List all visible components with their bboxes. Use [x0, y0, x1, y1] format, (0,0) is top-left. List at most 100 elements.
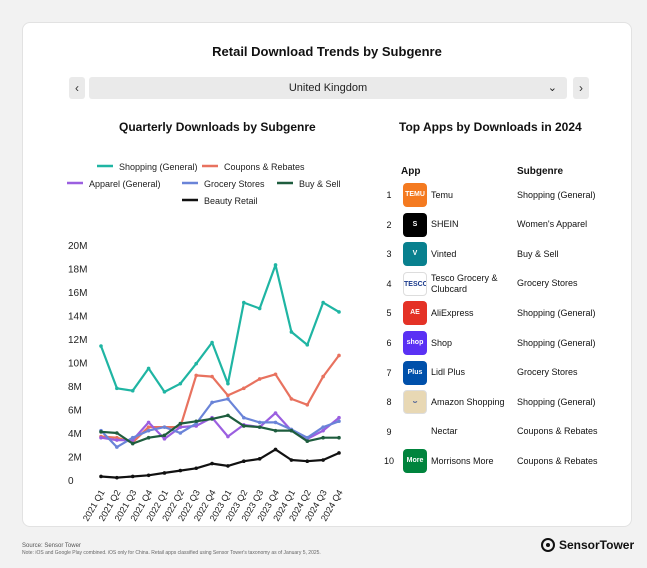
- rank-number: 6: [386, 338, 392, 348]
- data-point: [305, 403, 310, 407]
- app-name: SHEIN: [431, 219, 459, 230]
- legend-label: Coupons & Rebates: [224, 162, 305, 172]
- previous-country-button[interactable]: ‹: [69, 77, 85, 99]
- data-point: [194, 419, 198, 424]
- y-tick-label: 10M: [68, 359, 87, 370]
- data-point: [226, 381, 230, 386]
- report-card: Retail Download Trends by Subgenre ‹ Uni…: [22, 22, 632, 527]
- data-point: [337, 310, 341, 314]
- source-text: Source: Sensor Tower: [22, 543, 81, 549]
- legend-label: Grocery Stores: [204, 179, 265, 189]
- data-point: [242, 386, 246, 391]
- app-subgenre: Coupons & Rebates: [517, 426, 598, 437]
- data-point: [178, 425, 183, 429]
- temu-icon: TEMU: [403, 183, 427, 207]
- app-subgenre: Shopping (General): [517, 307, 596, 318]
- country-select[interactable]: United Kingdom ⌄: [89, 77, 567, 99]
- series-line: [100, 414, 339, 445]
- data-point: [130, 388, 135, 393]
- app-name: Tesco Grocery & Clubcard: [431, 273, 498, 294]
- amazon-icon: ⌣: [403, 390, 427, 415]
- data-point: [321, 374, 325, 379]
- series-line: [100, 354, 340, 444]
- data-point: [257, 377, 262, 381]
- table-row: 10 More Card Morrisons More Coupons & Rebat…: [383, 447, 603, 475]
- app-subgenre: Buy & Sell: [517, 248, 559, 259]
- data-point: [242, 424, 246, 428]
- data-point: [146, 473, 151, 478]
- series-line: [99, 263, 340, 393]
- data-point: [130, 435, 135, 440]
- data-point: [257, 425, 262, 429]
- y-tick-label: 18M: [68, 265, 87, 276]
- chart-title: Quarterly Downloads by Subgenre: [119, 120, 316, 134]
- y-tick-label: 14M: [68, 312, 87, 323]
- app-subgenre: Grocery Stores: [517, 278, 578, 289]
- country-select-value: United Kingdom: [288, 82, 368, 94]
- lidl-icon: Plus: [403, 360, 427, 385]
- data-point: [337, 435, 341, 440]
- data-point: [321, 428, 325, 433]
- rank-number: 7: [386, 367, 392, 378]
- rank-number: 4: [386, 278, 392, 289]
- data-point: [146, 366, 151, 371]
- tesco-icon: TESCO: [403, 271, 427, 296]
- data-point: [178, 431, 183, 435]
- data-point: [273, 263, 278, 267]
- y-tick-label: 0: [68, 476, 74, 487]
- legend-label: Shopping (General): [119, 162, 198, 172]
- app-name: Nectar: [431, 426, 458, 437]
- data-point: [226, 397, 230, 401]
- data-point: [115, 431, 119, 435]
- data-point: [178, 381, 183, 386]
- app-name: AliExpress: [431, 307, 474, 318]
- note-text: Note: iOS and Google Play combined. iOS …: [22, 550, 321, 556]
- data-point: [321, 458, 325, 462]
- data-point: [289, 428, 294, 433]
- data-point: [226, 413, 230, 418]
- y-tick-label: 12M: [68, 335, 87, 346]
- data-point: [337, 415, 341, 420]
- data-point: [178, 421, 183, 426]
- y-tick-label: 4M: [68, 429, 82, 440]
- app-subgenre: Shopping (General): [517, 337, 596, 348]
- vinted-icon: V: [403, 242, 427, 267]
- data-point: [162, 390, 167, 394]
- data-point: [305, 343, 310, 347]
- data-point: [99, 435, 103, 440]
- y-tick-label: 8M: [68, 382, 82, 393]
- app-subgenre: Coupons & Rebates: [517, 455, 598, 466]
- data-point: [210, 340, 214, 345]
- morrisons-icon: More Card: [403, 449, 427, 474]
- app-name: Amazon Shopping: [431, 396, 505, 407]
- aliexpress-icon: AE: [403, 301, 427, 326]
- table-row: 9 Nectar Coupons & Rebates: [383, 418, 603, 446]
- next-country-button[interactable]: ›: [573, 77, 589, 99]
- data-point: [226, 464, 230, 468]
- table-header-subgenre: Subgenre: [517, 166, 564, 177]
- data-point: [146, 420, 151, 425]
- app-subgenre: Shopping (General): [517, 189, 596, 200]
- data-point: [257, 306, 262, 311]
- data-point: [226, 434, 230, 439]
- table-row: 5 AE AliExpress Shopping (General): [383, 299, 603, 327]
- page-title: Retail Download Trends by Subgenre: [212, 44, 442, 59]
- data-point: [130, 474, 135, 479]
- table-title: Top Apps by Downloads in 2024: [399, 120, 582, 134]
- data-point: [210, 417, 214, 421]
- data-point: [146, 425, 151, 429]
- series-line: [100, 397, 340, 449]
- data-point: [162, 471, 167, 475]
- legend-label: Buy & Sell: [299, 179, 341, 189]
- shein-icon: S: [403, 212, 427, 237]
- y-tick-label: 16M: [68, 288, 87, 299]
- line-chart: Shopping (General) Coupons & Rebates Appar…: [67, 162, 345, 523]
- data-point: [115, 475, 119, 480]
- table-row: 2 S SHEIN Women's Apparel: [383, 211, 603, 239]
- app-name: Vinted: [431, 248, 457, 259]
- data-point: [162, 433, 167, 438]
- sensortower-logo-icon: [541, 538, 555, 552]
- data-point: [194, 373, 198, 378]
- legend-label: Beauty Retail: [204, 196, 258, 206]
- data-point: [273, 420, 278, 425]
